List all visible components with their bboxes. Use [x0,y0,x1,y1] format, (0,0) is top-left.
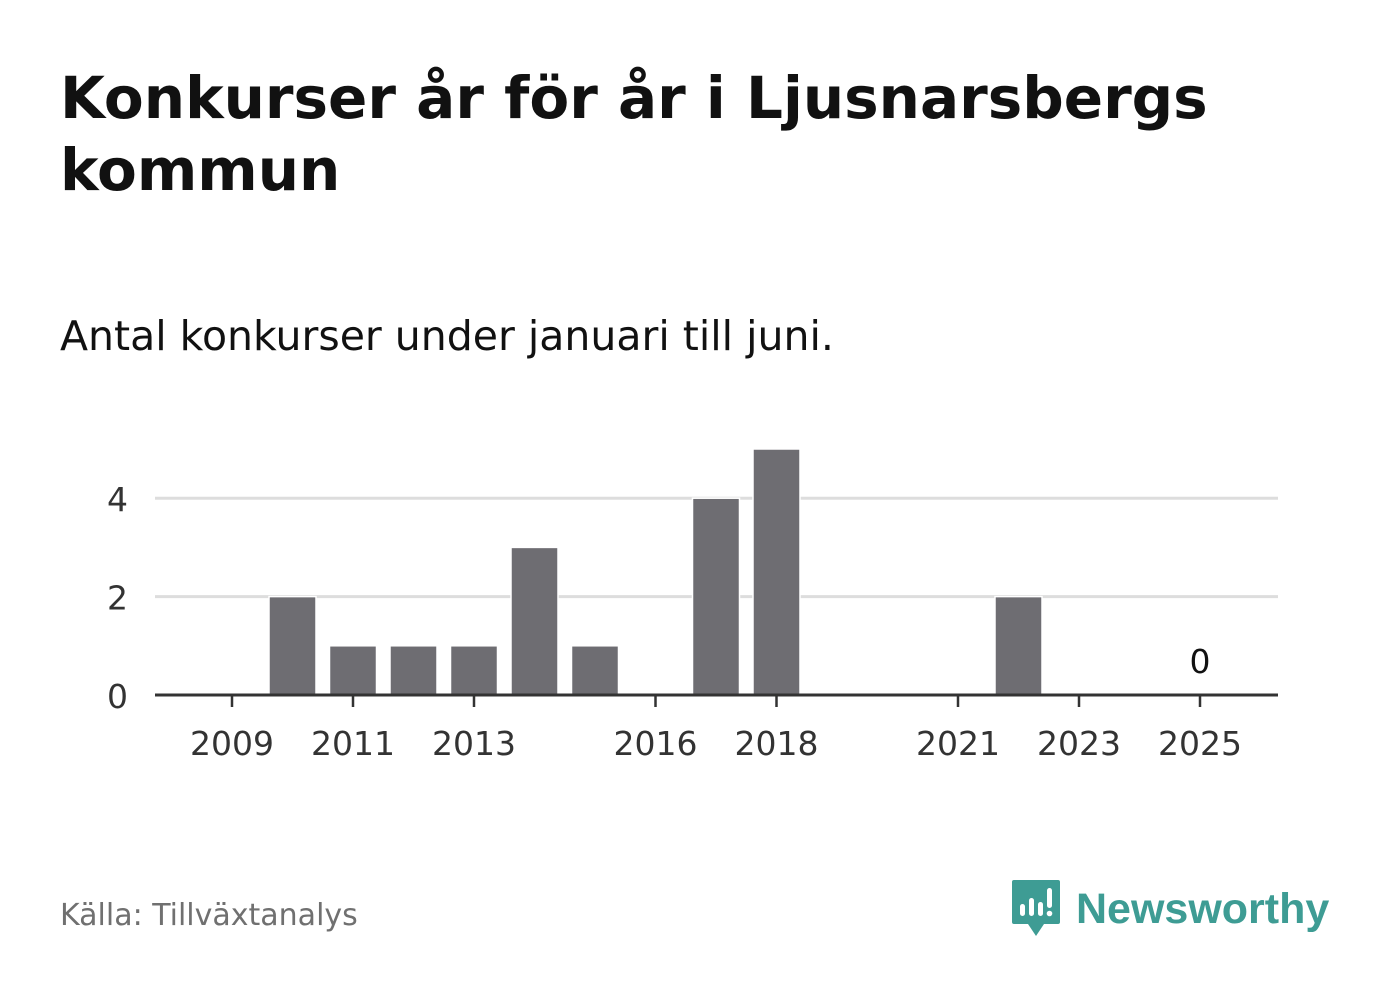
x-tick-label: 2013 [432,724,516,763]
bar-2014 [510,546,559,696]
bar-2011 [328,645,378,696]
bar-2022 [994,595,1043,696]
data-label-2025: 0 [1190,642,1211,681]
y-tick-label: 4 [107,480,128,519]
x-tick-label: 2016 [614,724,698,763]
bar-2010 [268,595,317,696]
x-tick-label: 2018 [735,724,819,763]
x-tick-label: 2009 [190,724,274,763]
bars [268,448,1043,696]
chart-title: Konkurser år för år i Ljusnarsbergs komm… [60,64,1208,204]
x-axis: 2009 2011 2013 2016 2018 2021 2023 2025 [155,693,1278,763]
newsworthy-logo-icon [1012,880,1060,936]
annotations: 0 [1190,642,1211,681]
y-tick-label: 0 [107,677,128,716]
bar-2013 [449,645,499,696]
bar-2017 [691,497,741,696]
source-note: Källa: Tillväxtanalys [60,898,358,933]
bar-2015 [570,645,620,696]
bar-2012 [389,645,438,696]
x-tick-label: 2023 [1037,724,1121,763]
x-tick-label: 2011 [311,724,395,763]
x-tick-label: 2025 [1158,724,1242,763]
brand-name: Newsworthy [1076,884,1330,933]
y-axis-labels: 0 2 4 [107,480,128,716]
y-tick-label: 2 [107,579,128,618]
chart-subtitle: Antal konkurser under januari till juni. [60,312,834,360]
x-tick-label: 2021 [916,724,1000,763]
brand-logo: Newsworthy [1010,878,1329,940]
bar-2018 [752,448,801,696]
